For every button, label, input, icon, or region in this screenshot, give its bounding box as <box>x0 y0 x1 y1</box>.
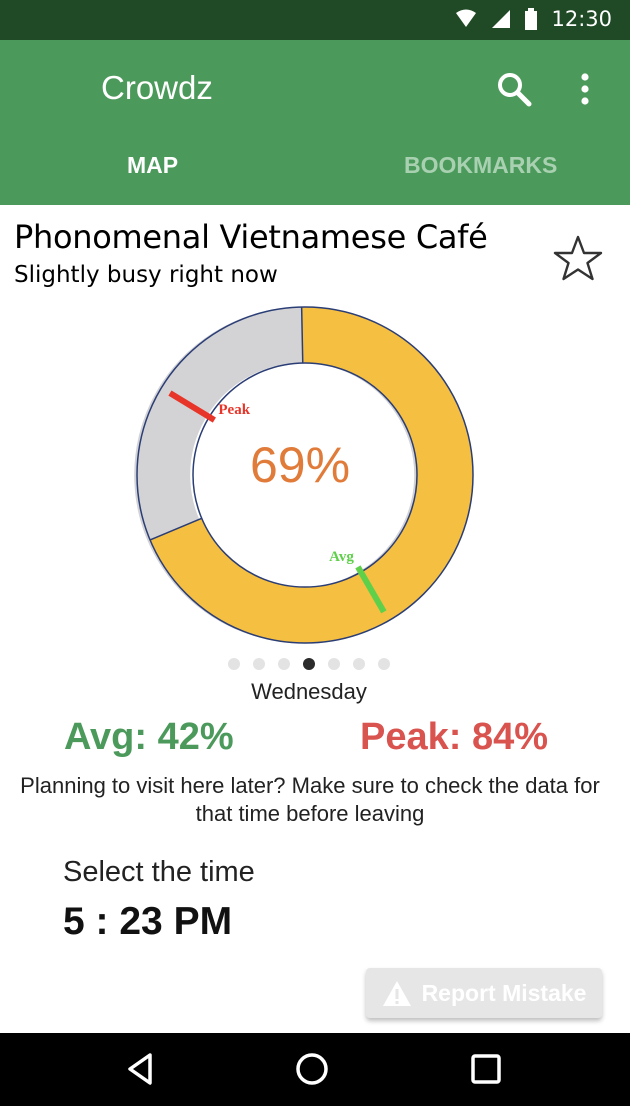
busy-status: Slightly busy right now <box>14 262 278 288</box>
pager-dot[interactable] <box>353 658 365 670</box>
status-time: 12:30 <box>551 7 612 31</box>
gauge-outer-edge <box>136 306 474 644</box>
place-name: Phonomenal Vietnamese Café <box>14 218 488 256</box>
busyness-gauge: Avg Peak 69% <box>134 306 474 644</box>
report-mistake-button[interactable]: Report Mistake <box>366 968 602 1018</box>
pager-dot[interactable] <box>378 658 390 670</box>
gauge-inner-edge <box>192 362 418 588</box>
avg-stat: Avg: 42% <box>64 716 234 758</box>
peak-stat: Peak: 84% <box>360 716 549 758</box>
home-icon[interactable] <box>292 1049 332 1089</box>
tab-indicator <box>0 201 315 205</box>
planning-hint: Planning to visit here later? Make sure … <box>20 773 600 826</box>
back-icon[interactable] <box>120 1049 160 1089</box>
gauge-divider <box>149 517 203 541</box>
status-bar: 12:30 <box>0 0 630 40</box>
day-label: Wednesday <box>251 679 367 704</box>
pager-dot[interactable] <box>278 658 290 670</box>
avg-marker <box>355 565 387 614</box>
gauge-divider <box>300 307 304 364</box>
signal-icon <box>492 10 511 28</box>
app-title: Crowdz <box>101 69 213 106</box>
peak-marker-label: Peak <box>218 402 250 418</box>
battery-icon <box>525 8 538 30</box>
day-pager[interactable] <box>228 658 390 670</box>
more-vert-icon[interactable] <box>570 71 600 107</box>
peak-marker <box>168 390 216 423</box>
status-icons: 12:30 <box>455 7 612 31</box>
pager-dot[interactable] <box>328 658 340 670</box>
select-time-label: Select the time <box>63 856 255 888</box>
recents-icon[interactable] <box>466 1049 506 1089</box>
gauge-fill <box>150 307 473 643</box>
pager-dot[interactable] <box>228 658 240 670</box>
report-mistake-label: Report Mistake <box>421 979 587 1006</box>
search-icon[interactable] <box>496 71 532 107</box>
tab-map[interactable]: MAP <box>127 152 179 178</box>
app-bar: Crowdz MAP BOOKMARKS <box>0 40 630 205</box>
gauge-value: 69% <box>250 437 350 493</box>
system-nav-bar <box>0 1033 630 1106</box>
tab-bookmarks[interactable]: BOOKMARKS <box>404 152 558 178</box>
time-picker[interactable]: 5 : 23 PM <box>63 900 233 943</box>
warning-icon <box>382 980 411 1006</box>
pager-dot[interactable] <box>253 658 265 670</box>
pager-dot[interactable] <box>303 658 315 670</box>
avg-marker-label: Avg <box>329 549 354 565</box>
wifi-icon <box>456 9 477 27</box>
star-outline-icon[interactable] <box>553 234 603 282</box>
